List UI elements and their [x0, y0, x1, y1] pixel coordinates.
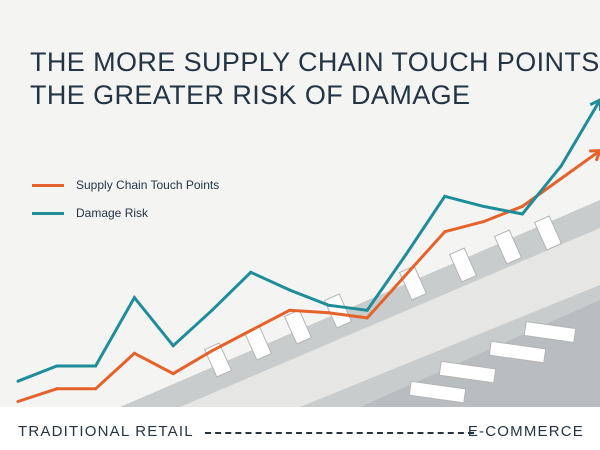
- legend-item-touch-points: Supply Chain Touch Points: [32, 177, 219, 193]
- data-point-supply-chain-touch-points-3: [132, 351, 136, 355]
- x-axis-footer: TRADITIONAL RETAIL E-COMMERCE: [0, 407, 600, 450]
- data-point-damage-risk-10: [404, 253, 408, 256]
- data-point-supply-chain-touch-points-5: [210, 349, 214, 353]
- series-line-supply-chain-touch-points: [17, 149, 600, 403]
- x-axis-end-label: E-COMMERCE: [467, 423, 584, 440]
- data-point-damage-risk-12: [482, 204, 486, 208]
- series-line-damage-risk: [17, 99, 600, 383]
- data-point-supply-chain-touch-points-11: [443, 230, 447, 234]
- data-point-damage-risk-9: [365, 308, 369, 312]
- legend-label-touch-points: Supply Chain Touch Points: [76, 178, 220, 192]
- background-photo: [120, 200, 600, 407]
- chart-title: THE MORE SUPPLY CHAIN TOUCH POINTS, THE …: [30, 46, 600, 112]
- data-point-supply-chain-touch-points-1: [55, 387, 59, 391]
- data-point-damage-risk-5: [210, 308, 214, 312]
- data-point-damage-risk-13: [520, 212, 524, 216]
- chart-title-line-2: THE GREATER RISK OF DAMAGE: [30, 80, 471, 110]
- loading-dock: [180, 228, 600, 407]
- series-arrowhead-damage-risk: [589, 98, 600, 111]
- legend-swatch-touch-points: [32, 183, 64, 187]
- data-point-damage-risk-1: [55, 364, 59, 368]
- data-point-damage-risk-4: [171, 344, 175, 348]
- legend-swatch-damage-risk: [32, 211, 64, 215]
- data-point-supply-chain-touch-points-14: [559, 177, 563, 180]
- data-point-damage-risk-7: [288, 288, 292, 292]
- chart-title-line-1: THE MORE SUPPLY CHAIN TOUCH POINTS,: [30, 47, 600, 77]
- legend-item-damage-risk: Damage Risk: [32, 205, 148, 221]
- data-point-supply-chain-touch-points-6: [249, 329, 253, 332]
- data-point-supply-chain-touch-points-2: [94, 387, 98, 391]
- x-axis-start-label: TRADITIONAL RETAIL: [18, 423, 194, 440]
- data-point-damage-risk-8: [326, 303, 330, 307]
- data-point-supply-chain-touch-points-10: [404, 273, 408, 277]
- data-point-damage-risk-14: [559, 164, 563, 168]
- data-point-damage-risk-3: [132, 296, 136, 300]
- series-arrowhead-supply-chain-touch-points: [589, 149, 600, 162]
- data-point-supply-chain-touch-points-0: [16, 400, 20, 403]
- data-point-supply-chain-touch-points-7: [288, 308, 292, 312]
- data-point-supply-chain-touch-points-4: [171, 372, 175, 376]
- series-layer: [16, 98, 600, 403]
- data-point-supply-chain-touch-points-13: [520, 204, 524, 208]
- data-point-supply-chain-touch-points-9: [365, 316, 369, 320]
- x-axis-dashed-line: [205, 432, 474, 434]
- legend-label-damage-risk: Damage Risk: [76, 206, 149, 220]
- data-point-damage-risk-11: [443, 194, 447, 198]
- data-point-damage-risk-0: [16, 379, 20, 383]
- data-point-damage-risk-2: [94, 364, 98, 368]
- data-point-damage-risk-6: [249, 270, 253, 274]
- data-point-supply-chain-touch-points-8: [326, 311, 330, 315]
- data-point-supply-chain-touch-points-12: [482, 220, 486, 224]
